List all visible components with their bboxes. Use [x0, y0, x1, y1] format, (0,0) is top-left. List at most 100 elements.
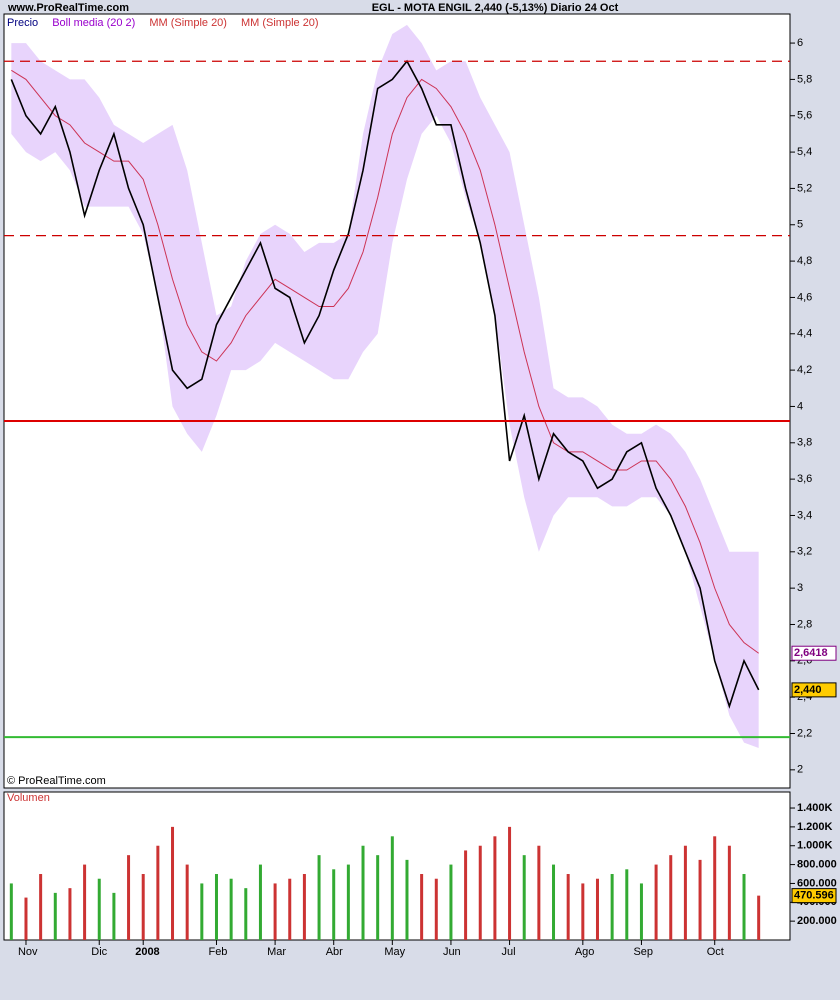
volume-bar — [449, 864, 453, 940]
last-volume-box — [791, 888, 837, 904]
y-tick-label: 2,2 — [797, 727, 812, 739]
volume-bar — [713, 836, 717, 940]
y-tick-label: 3 — [797, 582, 803, 594]
x-tick-label: Oct — [707, 946, 724, 958]
volume-bar — [229, 878, 233, 940]
y-tick-label: 3,8 — [797, 437, 812, 449]
y-tick-label: 5 — [797, 219, 803, 231]
volume-panel — [3, 791, 791, 941]
volume-bar — [464, 850, 468, 940]
last-value-box — [791, 682, 837, 698]
volume-bar — [405, 859, 409, 940]
price-line — [10, 59, 760, 709]
x-tick-label: Ago — [575, 946, 595, 958]
legend-entry: Precio — [7, 17, 38, 29]
x-tick-label: 2008 — [135, 946, 159, 958]
x-tick-label: Jun — [443, 946, 461, 958]
y-tick-label: 3,2 — [797, 546, 812, 558]
y-tick-label: 4 — [797, 400, 803, 412]
last-value-label: 2,440 — [794, 684, 822, 696]
volume-bar — [156, 845, 160, 940]
volume-bar — [566, 874, 570, 940]
volume-bar — [53, 892, 57, 940]
volume-bar — [258, 864, 262, 940]
volume-bar — [742, 874, 746, 940]
volume-bar — [537, 845, 541, 940]
volume-bar — [127, 855, 131, 940]
x-tick-label: Abr — [326, 946, 343, 958]
volume-bar — [376, 855, 380, 940]
volume-bar — [757, 895, 761, 940]
y-tick-label: 3,6 — [797, 473, 812, 485]
x-tick-label: Mar — [267, 946, 286, 958]
x-tick-label: Dic — [91, 946, 107, 958]
y-tick-label: 4,8 — [797, 255, 812, 267]
volume-bar — [698, 859, 702, 940]
panel-title: Volumen — [7, 792, 50, 804]
last-volume-label: 470.596 — [794, 890, 834, 902]
volume-bar — [24, 897, 28, 940]
price-line — [11, 69, 759, 654]
volume-bar — [595, 878, 599, 940]
y-tick-label: 4,6 — [797, 291, 812, 303]
volume-bar — [552, 864, 556, 940]
volume-bar — [9, 883, 13, 940]
volume-bar — [83, 864, 87, 940]
y-tick-label: 600.000 — [797, 877, 837, 889]
y-tick-label: 5,2 — [797, 182, 812, 194]
y-tick-label: 5,6 — [797, 110, 812, 122]
volume-bar — [171, 826, 175, 940]
y-tick-label: 2,8 — [797, 618, 812, 630]
volume-bar — [244, 888, 248, 940]
volume-bar — [214, 874, 218, 940]
volume-bar — [610, 874, 614, 940]
volume-bar — [68, 888, 72, 940]
volume-bar — [727, 845, 731, 940]
y-tick-label: 4,4 — [797, 328, 812, 340]
volume-bar — [434, 878, 438, 940]
volume-bar — [639, 883, 643, 940]
legend-entry: Boll media (20 2) — [52, 17, 135, 29]
volume-bar — [508, 826, 512, 940]
volume-bar — [200, 883, 204, 940]
y-tick-label: 3,4 — [797, 509, 812, 521]
bollinger-band — [11, 24, 759, 749]
volume-bar — [39, 874, 43, 940]
volume-bar — [390, 836, 394, 940]
volume-bar — [185, 864, 189, 940]
y-tick-label: 5,8 — [797, 73, 812, 85]
x-tick-label: May — [384, 946, 405, 958]
volume-bar — [273, 883, 277, 940]
volume-bar — [493, 836, 497, 940]
volume-bar — [420, 874, 424, 940]
y-tick-label: 4,2 — [797, 364, 812, 376]
volume-bar — [683, 845, 687, 940]
volume-bar — [361, 845, 365, 940]
x-tick-label: Sep — [633, 946, 653, 958]
legend-entry: MM (Simple 20) — [241, 17, 319, 29]
y-tick-label: 1.000K — [797, 840, 833, 852]
volume-bar — [332, 869, 336, 940]
volume-bar — [625, 869, 629, 940]
y-tick-label: 5,4 — [797, 146, 812, 158]
y-tick-label: 1.400K — [797, 802, 833, 814]
y-tick-label: 1.200K — [797, 821, 833, 833]
legend-entry: MM (Simple 20) — [149, 17, 227, 29]
copyright: © ProRealTime.com — [7, 775, 106, 787]
x-tick-label: Nov — [18, 946, 38, 958]
y-tick-label: 6 — [797, 37, 803, 49]
y-tick-label: 2 — [797, 764, 803, 776]
last-value-box — [791, 645, 837, 661]
y-tick-label: 800.000 — [797, 858, 837, 870]
volume-bar — [288, 878, 292, 940]
volume-bar — [654, 864, 658, 940]
volume-bar — [317, 855, 321, 940]
x-tick-label: Feb — [208, 946, 227, 958]
volume-bar — [112, 892, 116, 940]
x-tick-label: Jul — [502, 946, 516, 958]
volume-bar — [346, 864, 350, 940]
site: www.ProRealTime.com — [7, 2, 129, 14]
volume-bar — [669, 855, 673, 940]
